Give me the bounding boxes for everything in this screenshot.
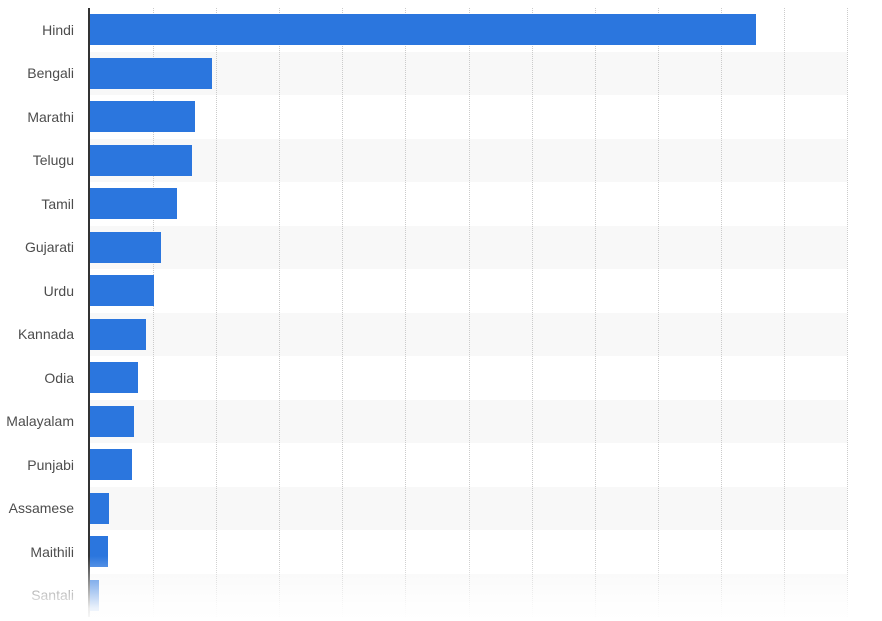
row-track: [88, 95, 847, 139]
category-label: Kannada: [17, 326, 74, 343]
bar[interactable]: [90, 318, 146, 350]
chart-row: Punjabi: [0, 443, 847, 487]
chart-row: Kannada: [0, 312, 847, 356]
row-track: [88, 443, 847, 487]
category-label: Urdu: [43, 282, 74, 299]
row-track: [88, 8, 847, 52]
bar[interactable]: [90, 57, 213, 89]
bar[interactable]: [90, 579, 99, 611]
row-track: [88, 269, 847, 313]
bar[interactable]: [90, 101, 195, 133]
row-track: [88, 312, 847, 356]
row-track: [88, 399, 847, 443]
row-track: [88, 225, 847, 269]
chart-row: Assamese: [0, 486, 847, 530]
category-label: Marathi: [27, 108, 74, 125]
chart-row: Bengali: [0, 51, 847, 95]
category-label: Gujarati: [24, 239, 74, 256]
category-label: Tamil: [41, 195, 74, 212]
category-label: Punjabi: [27, 456, 74, 473]
gridline: [847, 8, 848, 617]
category-label: Odia: [44, 369, 74, 386]
bar[interactable]: [90, 188, 178, 220]
row-track: [88, 182, 847, 226]
chart-row: Santali: [0, 573, 847, 617]
bar[interactable]: [90, 144, 193, 176]
bar[interactable]: [90, 14, 757, 46]
category-label: Maithili: [30, 543, 74, 560]
category-label: Assamese: [8, 500, 74, 517]
chart-row: Malayalam: [0, 399, 847, 443]
row-track: [88, 530, 847, 574]
row-track: [88, 51, 847, 95]
chart-row: Maithili: [0, 530, 847, 574]
bar[interactable]: [90, 449, 132, 481]
chart-row: Marathi: [0, 95, 847, 139]
chart-row: Telugu: [0, 138, 847, 182]
chart-row: Urdu: [0, 269, 847, 313]
category-label: Telugu: [32, 152, 74, 169]
row-track: [88, 486, 847, 530]
chart-row: Tamil: [0, 182, 847, 226]
category-label: Santali: [31, 587, 74, 604]
y-axis-line: [88, 8, 90, 617]
bar[interactable]: [90, 536, 108, 568]
bar[interactable]: [90, 231, 161, 263]
row-track: [88, 356, 847, 400]
bar[interactable]: [90, 405, 135, 437]
category-label: Bengali: [27, 65, 74, 82]
category-label: Malayalam: [6, 413, 74, 430]
row-track: [88, 138, 847, 182]
bar[interactable]: [90, 362, 138, 394]
category-label: Hindi: [42, 21, 74, 38]
chart-row: Gujarati: [0, 225, 847, 269]
bar[interactable]: [90, 492, 109, 524]
chart-row: Odia: [0, 356, 847, 400]
bar[interactable]: [90, 275, 155, 307]
chart-row: Hindi: [0, 8, 847, 52]
row-track: [88, 573, 847, 617]
chart-rows: Hindi Bengali Marathi Telugu Tamil Gujarati Ur…: [0, 8, 847, 617]
